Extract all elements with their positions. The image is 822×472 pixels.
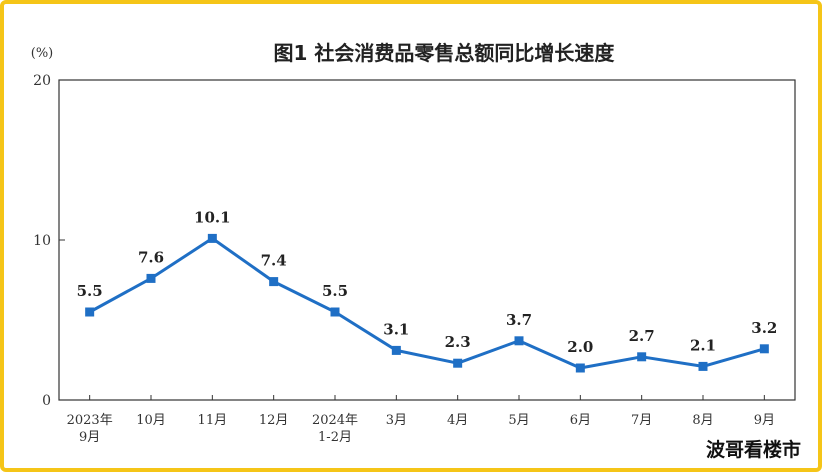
x-tick-label: 2023年 9月 [67, 413, 113, 445]
data-label: 5.5 [77, 282, 103, 300]
data-label: 2.0 [567, 338, 593, 356]
x-tick-label: 12月 [259, 413, 289, 428]
x-tick-label: 9月 [754, 413, 775, 428]
data-label: 2.7 [629, 327, 655, 345]
data-point-marker [207, 233, 217, 243]
data-label: 7.6 [138, 248, 164, 266]
x-tick-label: 2024年 1-2月 [312, 413, 358, 445]
data-point-marker [85, 307, 95, 317]
data-point-marker [330, 307, 340, 317]
plot-area-frame [58, 79, 796, 401]
y-tick-label: 10 [33, 233, 51, 249]
data-point-marker [759, 344, 769, 354]
data-label: 10.1 [194, 208, 231, 226]
x-tick-label: 6月 [570, 413, 591, 428]
data-point-marker [391, 345, 401, 355]
x-tick-label: 4月 [447, 413, 468, 428]
data-label: 2.1 [690, 336, 716, 354]
x-tick-label: 3月 [386, 413, 407, 428]
data-label: 3.7 [506, 311, 532, 329]
data-label: 5.5 [322, 282, 348, 300]
data-point-marker [637, 352, 647, 362]
line-chart: 图1 社会消费品零售总额同比增长速度 (%) 0 10 20 2023年 9月 10月 1… [31, 41, 801, 461]
data-label: 3.1 [383, 320, 409, 338]
data-point-marker [146, 273, 156, 283]
x-tick-label: 11月 [198, 413, 228, 428]
data-point-marker [453, 358, 463, 368]
data-point-marker [269, 277, 279, 287]
series-line [88, 236, 765, 370]
y-tick-label: 20 [33, 73, 51, 89]
x-tick-label: 5月 [508, 413, 529, 428]
x-tick-label: 8月 [692, 413, 713, 428]
data-label: 7.4 [261, 252, 287, 270]
data-label: 3.2 [751, 319, 777, 337]
y-tick-label: 0 [42, 393, 51, 409]
chart-title: 图1 社会消费品零售总额同比增长速度 [274, 41, 616, 65]
data-point-marker [698, 361, 708, 371]
x-tick-label: 10月 [136, 413, 166, 428]
data-point-marker [514, 336, 524, 346]
y-unit-label: (%) [31, 46, 54, 61]
data-point-marker [575, 363, 585, 373]
x-tick-label: 7月 [631, 413, 652, 428]
watermark-text: 波哥看楼市 [706, 438, 801, 461]
data-label: 2.3 [445, 333, 471, 351]
